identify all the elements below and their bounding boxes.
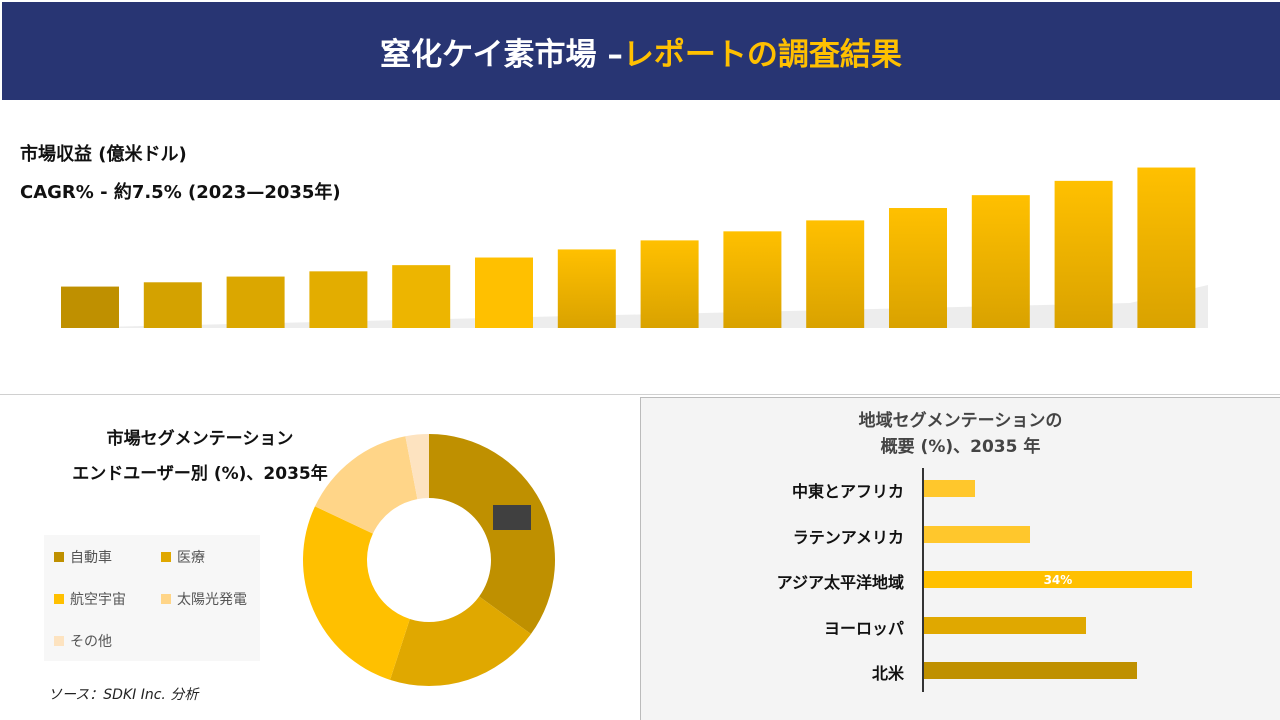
bar-2022年 xyxy=(61,286,119,328)
legend-item: 医療 xyxy=(161,547,205,567)
title-accent: レポートの調査結果 xyxy=(622,36,902,73)
legend-label: 医療 xyxy=(177,550,205,566)
region-bar: 34% xyxy=(924,571,1192,588)
legend-label: 自動車 xyxy=(70,550,112,566)
bar-2025年 xyxy=(309,271,368,328)
legend-label: 太陽光発電 xyxy=(177,592,247,608)
region-axis xyxy=(922,468,924,692)
legend-swatch xyxy=(54,594,64,604)
section-divider xyxy=(0,394,1280,395)
legend-swatch xyxy=(54,636,64,646)
end-user-donut-chart xyxy=(303,434,555,686)
bar-2027年 xyxy=(475,257,533,328)
revenue-bar-chart xyxy=(60,167,1208,328)
region-label: アジア太平洋地域 xyxy=(776,573,904,592)
end-user-title-2: エンドユーザー別 (%)、2035年 xyxy=(72,464,328,484)
end-user-title-1: 市場セグメンテーション xyxy=(106,429,294,449)
bar-2030年 xyxy=(723,231,782,328)
title-main: 窒化ケイ素市場 – xyxy=(380,36,623,73)
bar-2028年 xyxy=(557,249,616,328)
bar-2026年 xyxy=(392,265,451,328)
legend-item: その他 xyxy=(54,631,112,651)
region-bar xyxy=(924,662,1137,679)
region-bar xyxy=(924,480,976,497)
donut-legend: 自動車 医療航空宇宙 太陽光発電その他 xyxy=(44,535,260,661)
region-panel: 地域セグメンテーションの 概要 (%)、2035 年 中東とアフリカ ラテンアメリ… xyxy=(640,397,1280,720)
region-title-1: 地域セグメンテーションの xyxy=(858,411,1063,431)
bar-2029年 xyxy=(640,240,699,328)
slice-太陽光発電 xyxy=(314,436,418,534)
region-label: ヨーロッパ xyxy=(823,618,904,638)
slice-その他 xyxy=(405,434,429,500)
bar-2031年 xyxy=(806,220,865,328)
bar-2023年 xyxy=(143,282,202,328)
region-title-2: 概要 (%)、2035 年 xyxy=(880,437,1041,457)
legend-item: 太陽光発電 xyxy=(161,589,247,609)
data-label-bg xyxy=(493,505,531,530)
region-label: ラテンアメリカ xyxy=(792,527,904,547)
bar-2035年 xyxy=(1137,167,1196,328)
legend-swatch xyxy=(161,594,171,604)
slice-航空宇宙 xyxy=(303,506,410,680)
legend-swatch xyxy=(54,552,64,562)
legend-item: 自動車 xyxy=(54,547,112,567)
legend-item: 航空宇宙 xyxy=(54,589,126,609)
slice-自動車 xyxy=(429,434,555,635)
legend-label: その他 xyxy=(70,634,112,650)
region-bar xyxy=(924,525,1031,543)
bar-2034年 xyxy=(1054,180,1113,328)
header-banner: 窒化ケイ素市場 – レポートの調査結果 xyxy=(2,2,1280,100)
region-label: 中東とアフリカ xyxy=(791,482,904,501)
source-note: ソース：SDKI Inc. 分析 xyxy=(48,687,199,703)
legend-label: 航空宇宙 xyxy=(70,592,126,608)
bar-2033年 xyxy=(971,195,1030,328)
revenue-title: 市場収益 (億米ドル) xyxy=(20,144,187,165)
region-bar xyxy=(924,616,1086,634)
bar-2024年 xyxy=(226,276,285,328)
cagr-text: CAGR% - 約7.5% (2023—2035年) xyxy=(20,182,341,203)
legend-swatch xyxy=(161,552,171,562)
slice-医療 xyxy=(390,596,531,686)
bar-2032年 xyxy=(889,208,947,328)
region-label: 北米 xyxy=(871,664,904,683)
